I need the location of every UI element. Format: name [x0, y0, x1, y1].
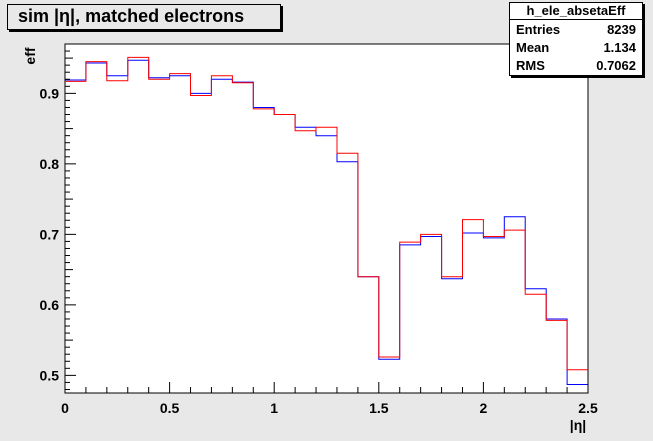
chart-title: sim |η|, matched electrons [18, 6, 245, 26]
x-axis-title: |η| [570, 417, 586, 433]
stats-box: h_ele_absetaEff Entries 8239 Mean 1.134 … [509, 2, 643, 76]
stats-label: Entries [516, 22, 561, 37]
stats-value: 1.134 [603, 40, 636, 55]
stats-row-entries: Entries 8239 [516, 21, 636, 39]
y-tick-label: 0.9 [40, 85, 60, 101]
stats-histogram-name: h_ele_absetaEff [510, 3, 642, 20]
x-tick-label: 2.5 [578, 400, 598, 416]
stats-label: Mean [516, 40, 550, 55]
axes-layer: 0 0.5 1 1.5 2 2.5 0.5 0.6 0.7 0.8 0.9 [40, 50, 598, 416]
y-tick-label: 0.6 [40, 297, 60, 313]
y-tick-label: 0.8 [40, 156, 60, 172]
histogram-series-1 [65, 56, 588, 371]
stats-value: 0.7062 [596, 58, 636, 73]
x-tick-label: 0 [61, 400, 69, 416]
stats-row-mean: Mean 1.134 [516, 39, 636, 57]
y-tick-label: 0.5 [40, 367, 60, 383]
stats-value: 8239 [607, 22, 636, 37]
y-tick-label: 0.7 [40, 226, 60, 242]
x-tick-label: 1 [270, 400, 278, 416]
x-tick-label: 1.5 [369, 400, 389, 416]
plot-frame [64, 43, 589, 394]
y-axis-title: eff [22, 47, 38, 64]
x-tick-label: 2 [480, 400, 488, 416]
stats-row-rms: RMS 0.7062 [516, 57, 636, 75]
histogram-series-0 [65, 59, 588, 385]
stats-label: RMS [516, 58, 545, 73]
x-tick-label: 0.5 [160, 400, 180, 416]
series-layer [65, 56, 588, 385]
title-box: sim |η|, matched electrons [7, 4, 281, 30]
